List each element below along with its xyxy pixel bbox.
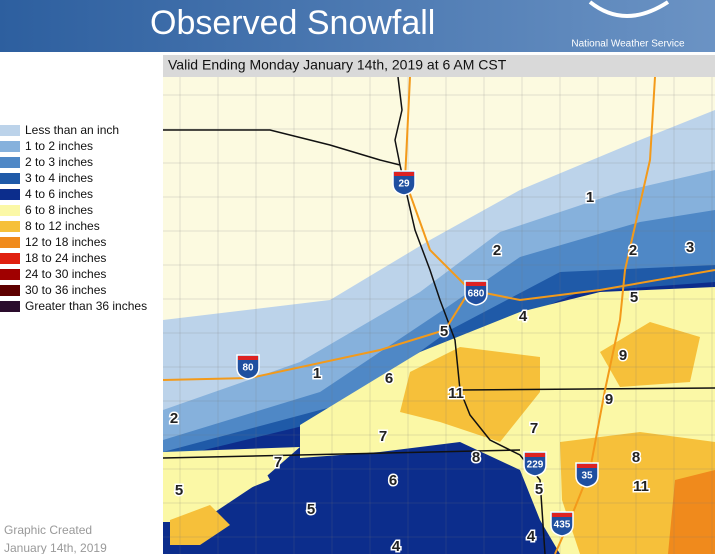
snow-amount: 8 xyxy=(472,449,480,466)
shield-number: 80 xyxy=(242,363,254,374)
snow-amount: 11 xyxy=(448,385,464,402)
legend-label: 6 to 8 inches xyxy=(25,203,93,217)
snow-amount: 7 xyxy=(530,420,538,437)
legend-swatch xyxy=(0,269,20,280)
snow-amount: 9 xyxy=(605,391,613,408)
interstate-shield xyxy=(392,170,416,196)
legend-label: 18 to 24 inches xyxy=(25,251,106,265)
footer-line: January 14th, 2019 xyxy=(4,541,107,554)
snow-amount: 2 xyxy=(493,242,501,259)
snow-amount: 6 xyxy=(389,472,397,489)
snow-amount: 7 xyxy=(274,454,282,471)
snow-amount: 9 xyxy=(619,347,627,364)
snow-amount: 4 xyxy=(519,308,528,325)
legend-swatch xyxy=(0,221,20,232)
legend-label: 30 to 36 inches xyxy=(25,283,106,297)
legend-label: Less than an inch xyxy=(25,123,119,137)
subtitle-bar xyxy=(163,55,715,77)
snow-amount: 11 xyxy=(633,478,649,495)
snow-amount: 5 xyxy=(175,482,183,499)
snow-amount: 6 xyxy=(385,370,393,387)
legend-swatch xyxy=(0,301,20,312)
snow-zone xyxy=(163,447,300,522)
snow-amount: 4 xyxy=(392,538,401,554)
highway xyxy=(163,289,471,381)
legend-label: 12 to 18 inches xyxy=(25,235,106,249)
snow-amount: 5 xyxy=(307,501,315,518)
shield-number: 229 xyxy=(527,460,544,471)
legend-swatch xyxy=(0,237,20,248)
legend-swatch xyxy=(0,253,20,264)
snow-zone xyxy=(668,470,715,554)
nws-logo xyxy=(588,0,670,18)
legend-label: Greater than 36 inches xyxy=(25,299,147,313)
legend-label: 8 to 12 inches xyxy=(25,219,100,233)
interstate-shield xyxy=(550,511,574,537)
snow-zone xyxy=(170,505,230,545)
legend-label: 1 to 2 inches xyxy=(25,139,93,153)
interstate-shield xyxy=(575,462,599,488)
snow-zone xyxy=(600,322,700,387)
snow-amount: 5 xyxy=(535,481,543,498)
legend-label: 2 to 3 inches xyxy=(25,155,93,169)
snow-amount: 1 xyxy=(313,365,321,382)
snow-amount: 8 xyxy=(632,449,640,466)
snow-amount: 3 xyxy=(686,239,694,256)
subtitle: Valid Ending Monday January 14th, 2019 a… xyxy=(168,57,507,73)
legend-label: 3 to 4 inches xyxy=(25,171,93,185)
legend-swatch xyxy=(0,205,20,216)
snow-amount: 2 xyxy=(629,242,637,259)
snow-amount: 2 xyxy=(170,410,178,427)
interstate-shield xyxy=(523,451,547,477)
snow-amount: 5 xyxy=(440,323,448,340)
title: Observed Snowfall xyxy=(150,4,435,42)
shield-top xyxy=(577,464,597,468)
shield-number: 35 xyxy=(581,471,593,482)
state-border xyxy=(394,77,403,166)
snow-amount: 7 xyxy=(379,428,387,445)
legend-label: 4 to 6 inches xyxy=(25,187,93,201)
legend-swatch xyxy=(0,285,20,296)
agency: National Weather Service xyxy=(571,39,685,50)
interstate-shield xyxy=(236,354,260,380)
legend-label: 24 to 30 inches xyxy=(25,267,106,281)
snow-amount: 1 xyxy=(586,189,594,206)
footer-line: Graphic Created xyxy=(4,523,92,537)
shield-number: 29 xyxy=(398,179,410,190)
header-band xyxy=(0,0,715,52)
shield-top xyxy=(552,513,572,517)
snow-amount: 5 xyxy=(630,289,638,306)
snow-amount: 4 xyxy=(527,528,536,545)
state-border xyxy=(163,449,521,459)
shield-number: 435 xyxy=(554,520,571,531)
legend-swatch xyxy=(0,189,20,200)
shield-top xyxy=(238,356,258,360)
shield-top xyxy=(525,453,545,457)
shield-number: 680 xyxy=(468,289,485,300)
shield-top xyxy=(394,172,414,176)
legend-swatch xyxy=(0,173,20,184)
snow-zone xyxy=(400,347,540,442)
shield-top xyxy=(466,282,486,286)
legend-swatch xyxy=(0,141,20,152)
interstate-shield xyxy=(464,280,488,306)
legend-swatch xyxy=(0,125,20,136)
legend-swatch xyxy=(0,157,20,168)
state-border xyxy=(459,387,715,391)
